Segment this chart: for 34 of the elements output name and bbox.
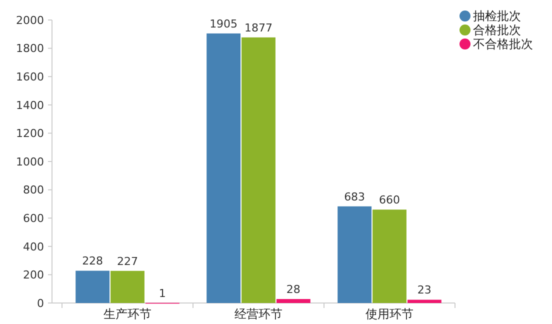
legend-label: 合格批次: [473, 23, 521, 38]
y-tick-label: 200: [23, 268, 44, 282]
y-tick-label: 1800: [16, 42, 44, 56]
data-label: 28: [286, 283, 300, 296]
data-label: 228: [82, 254, 104, 268]
x-tick-label: 使用环节: [366, 307, 414, 321]
y-tick-label: 600: [23, 212, 44, 225]
bar: [110, 270, 144, 303]
bar: [242, 37, 276, 303]
bar: [206, 33, 241, 303]
y-tick-label: 800: [23, 184, 44, 197]
bar: [276, 299, 310, 303]
bar: [407, 300, 442, 303]
data-label: 1877: [244, 21, 272, 34]
y-tick-label: 2000: [16, 14, 44, 27]
bar: [338, 206, 372, 303]
data-label: 1: [158, 286, 166, 300]
bar: [372, 210, 406, 303]
data-label: 683: [344, 190, 366, 204]
y-tick-label: 400: [23, 240, 44, 254]
data-label: 660: [379, 194, 400, 207]
y-tick-label: 1600: [16, 70, 44, 84]
x-tick-label: 经营环节: [234, 307, 282, 321]
x-tick-label: 生产环节: [104, 307, 152, 321]
y-tick-label: 1000: [16, 155, 44, 168]
data-label: 227: [117, 254, 138, 268]
y-tick-label: 1400: [16, 98, 44, 112]
y-tick-label: 0: [37, 296, 44, 310]
legend-label: 不合格批次: [473, 37, 533, 52]
legend-label: 抽检批次: [473, 9, 521, 24]
data-label: 23: [417, 284, 432, 297]
bar: [76, 270, 110, 303]
y-tick-label: 1200: [16, 127, 44, 140]
data-label: 1905: [210, 17, 238, 30]
